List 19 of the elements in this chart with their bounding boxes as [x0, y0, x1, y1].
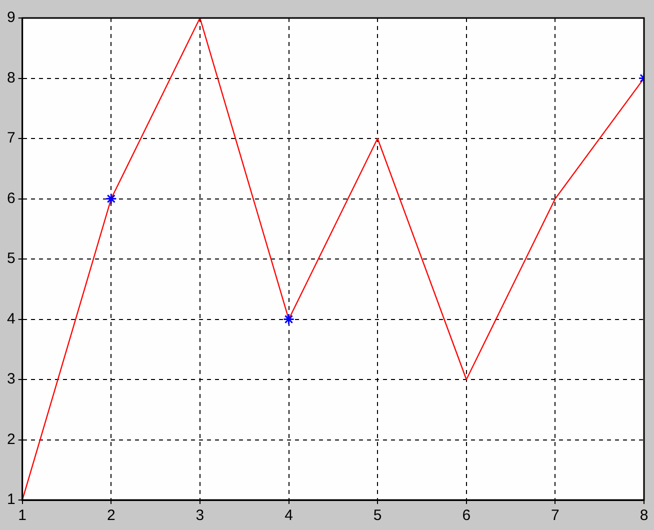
y-tick-label: 9 [7, 9, 16, 26]
x-tick-label: 2 [106, 507, 116, 524]
y-tick-label: 3 [7, 370, 16, 388]
x-tick-label: 1 [18, 507, 27, 524]
x-tick-label: 6 [462, 507, 471, 524]
point [105, 193, 117, 204]
x-tick-label: 7 [551, 507, 560, 524]
point [283, 314, 295, 325]
x-tick-label: 4 [284, 507, 293, 524]
x-tick-label: 8 [640, 507, 648, 524]
y-tick-label: 7 [7, 130, 16, 147]
y-tick-label: 6 [7, 190, 16, 207]
y-tick-label: 4 [7, 310, 16, 328]
x-tick-label: 5 [373, 507, 382, 524]
y-tick-label: 2 [7, 430, 16, 448]
y-tick-label: 8 [7, 69, 16, 86]
y-tick-label: 1 [7, 491, 16, 508]
x-tick-label: 3 [196, 507, 204, 524]
y-tick-label: 5 [7, 250, 16, 268]
